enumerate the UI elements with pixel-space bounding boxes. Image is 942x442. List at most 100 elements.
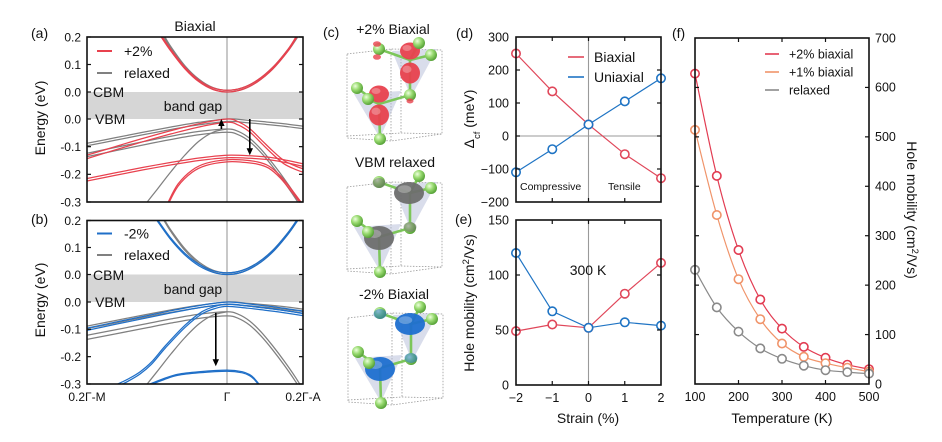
legend-label-plus2: +2%	[124, 43, 152, 59]
orbital-lobe-highlight	[371, 107, 381, 115]
atom	[404, 89, 416, 101]
crystal-structure-vbm-relaxed	[346, 170, 443, 278]
data-point-uniaxial	[547, 306, 558, 317]
orbital-lobe	[406, 98, 414, 104]
x-tick-label: 0.2Γ-M	[68, 390, 105, 404]
series	[510, 248, 666, 337]
y-axis-label-tail: /Vs)	[461, 234, 477, 259]
data-point-relaxed	[798, 360, 809, 371]
x-tick-label: 0	[585, 391, 592, 405]
data-point-relaxed	[711, 302, 722, 313]
atom	[363, 357, 375, 369]
unit-cell-edge	[346, 265, 443, 270]
atom	[413, 170, 425, 182]
legend-label-relaxed: relaxed	[789, 84, 830, 98]
panel-f: (f) Hole mobility (cm2/Vs) 0 100 200 300 400…	[672, 25, 921, 426]
orbital-lobe	[373, 309, 387, 319]
y-tick-label: 0	[875, 377, 882, 391]
atom	[413, 37, 425, 49]
orbital-lobe	[404, 353, 418, 363]
data-point-uniaxial	[547, 144, 558, 155]
band-gap-label: band gap	[164, 98, 223, 114]
band-line-plus2-conduction	[161, 37, 297, 91]
x-tick-label: Γ	[224, 390, 231, 404]
y-tick-label: 50	[495, 323, 509, 337]
atom	[425, 49, 437, 61]
band-line-plus2-conduction	[160, 37, 298, 93]
x-tick-label: −1	[545, 391, 559, 405]
axis-ticks: 300 200 100 0 −100 −200	[481, 30, 661, 209]
orbital-lobe	[400, 62, 420, 84]
vbm-label: VBM	[95, 111, 125, 127]
x-tick-label: 300	[772, 390, 793, 404]
band-gap-region	[87, 92, 303, 119]
y-tick-label: 200	[488, 63, 509, 77]
legend: +2% relaxed	[97, 43, 170, 81]
panel-label-a: (a)	[31, 25, 48, 41]
y-tick-label: 400	[875, 180, 896, 194]
data-point-plus2-biaxial	[711, 170, 722, 181]
y-tick-label: 300	[488, 30, 509, 44]
unit-cell-edge	[347, 396, 444, 401]
atom	[375, 397, 387, 409]
x-tick-label: 2	[658, 391, 665, 405]
y-tick-label: 150	[488, 213, 509, 227]
band-line-minus2-valence	[87, 301, 303, 329]
y-axis-label-text: Hole mobility (cm	[461, 264, 477, 371]
data-point-plus1-biaxial	[733, 274, 744, 285]
orbital-lobe	[395, 313, 425, 335]
orbital-lobe	[373, 54, 381, 60]
x-tick-label: 0.2Γ-A	[285, 390, 320, 404]
structure-title: VBM relaxed	[355, 154, 435, 170]
atom	[351, 82, 363, 94]
data-point-uniaxial	[583, 322, 594, 333]
band-line-plus2-valence	[168, 161, 301, 202]
y-tick-label: -0.3	[60, 377, 81, 391]
y-tick-label: 300	[875, 229, 896, 243]
x-tick-label: −2	[509, 391, 523, 405]
panel-label-c: (c)	[323, 24, 339, 40]
y-axis-label-unit: (meV)	[461, 90, 477, 132]
band-line-minus2-conduction	[156, 220, 299, 276]
data-point-relaxed	[755, 343, 766, 354]
legend: +2% biaxial +1% biaxial relaxed	[765, 48, 853, 98]
atom	[362, 226, 374, 238]
legend: Biaxial Uniaxial	[568, 49, 644, 85]
y-axis-label-tail: /Vs)	[904, 254, 920, 279]
orbital-lobe-highlight	[402, 45, 412, 52]
data-point-relaxed	[776, 353, 787, 364]
panel-label-b: (b)	[31, 211, 48, 227]
atom	[351, 215, 363, 227]
data-point-plus1-biaxial	[798, 351, 809, 362]
x-tick-label: 200	[728, 390, 749, 404]
band-line-relaxed-valence	[87, 311, 301, 384]
y-tick-label: -0.1	[60, 323, 81, 337]
y-tick-label: 600	[875, 81, 896, 95]
data-point-plus1-biaxial	[776, 338, 787, 349]
orbital-lobe	[394, 182, 424, 204]
legend-label-biaxial: Biaxial	[594, 49, 635, 65]
band-line-minus2-valence	[117, 303, 303, 384]
data-point-relaxed	[842, 367, 853, 378]
reference-lines	[516, 37, 661, 202]
y-tick-label: 100	[875, 328, 896, 342]
y-tick-label: 0.0	[64, 112, 81, 126]
band-line-minus2-conduction	[157, 220, 298, 274]
x-tick-label: 1	[621, 391, 628, 405]
orbital-lobe-highlight	[371, 88, 381, 94]
y-tick-label: 0.2	[64, 30, 81, 44]
legend-label-minus2: -2%	[124, 226, 149, 242]
temperature-annotation: 300 K	[570, 262, 607, 278]
y-tick-label: 100	[488, 96, 509, 110]
data-point-biaxial	[619, 149, 630, 160]
cbm-label: CBM	[93, 267, 124, 283]
crystal-structure-minus2-biaxial	[347, 301, 444, 409]
orbital-lobe	[369, 85, 389, 103]
atom	[374, 133, 386, 145]
orbital-lobe	[369, 104, 389, 126]
panel-label-e: (e)	[455, 211, 472, 227]
orbital-lobe	[403, 222, 417, 232]
panel-c: (c) +2% Biaxial VBM relaxed -2% Biaxial	[323, 21, 444, 409]
legend-label-plus2-biaxial: +2% biaxial	[789, 48, 853, 62]
